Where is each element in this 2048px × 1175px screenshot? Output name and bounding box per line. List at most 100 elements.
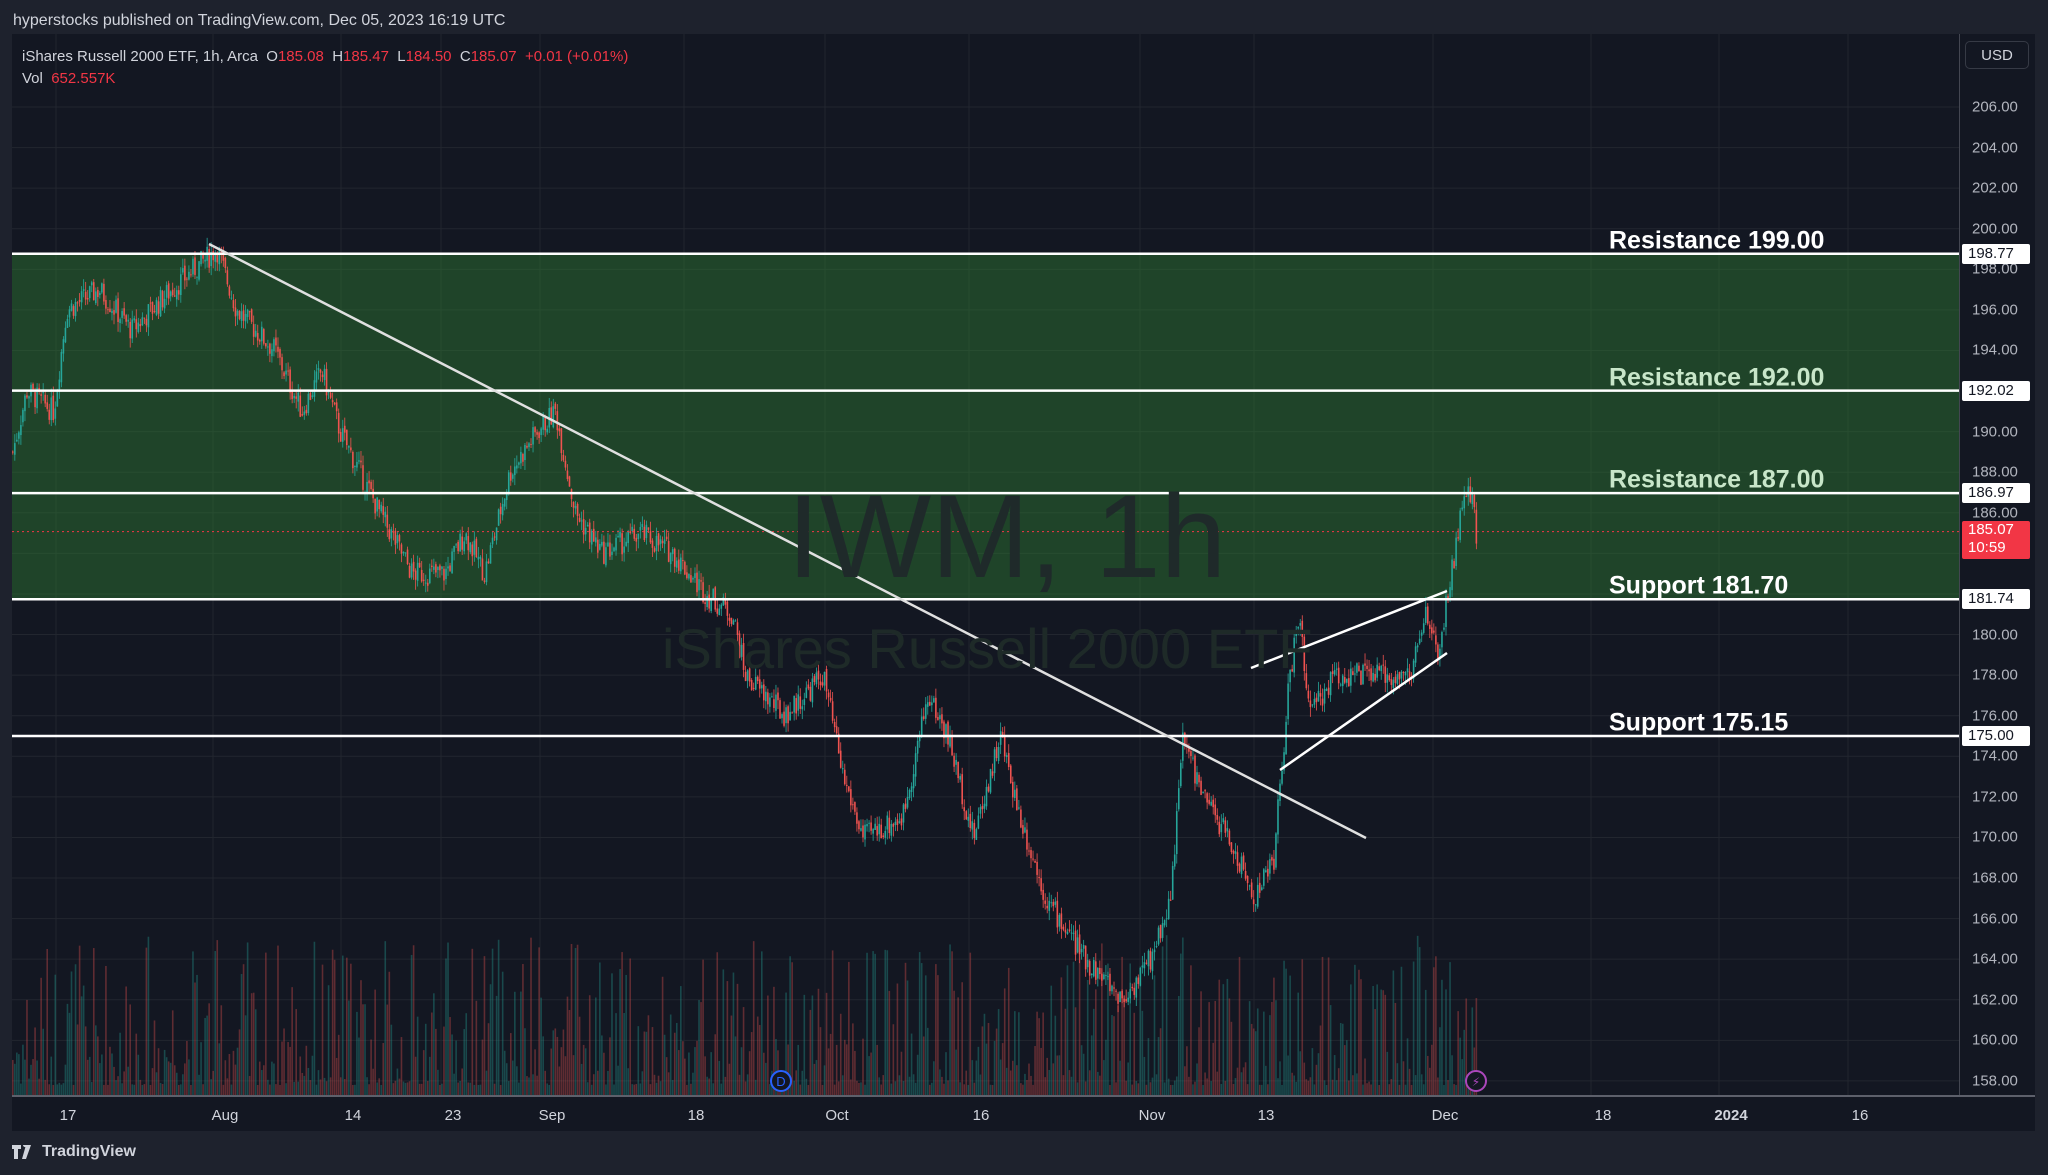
candle-body	[627, 530, 629, 544]
volume-bar	[1258, 1084, 1261, 1095]
volume-bar	[273, 1063, 275, 1095]
candle-body	[28, 396, 30, 399]
candle-body	[983, 803, 986, 809]
volume-bar	[433, 993, 435, 1095]
volume-bar	[208, 1003, 210, 1095]
candle-body	[811, 678, 814, 703]
candle-body	[497, 509, 500, 526]
volume-bar	[1026, 1079, 1028, 1095]
tradingview-logo[interactable]: TradingView	[12, 1143, 136, 1161]
volume-bar	[479, 1084, 482, 1095]
volume-bar	[101, 1054, 103, 1095]
candle-body	[655, 535, 658, 551]
candle-body	[279, 349, 281, 358]
candle-body	[356, 461, 358, 468]
volume-bar	[1094, 989, 1097, 1095]
symbol-title[interactable]: iShares Russell 2000 ETF, 1h, Arca	[22, 48, 258, 65]
volume-bar	[752, 941, 755, 1095]
volume-bar	[301, 1072, 304, 1095]
candle-body	[939, 715, 941, 720]
candle-body	[752, 687, 755, 689]
candle-body	[1184, 732, 1186, 746]
candle-body	[659, 539, 662, 544]
volume-bar	[321, 964, 324, 1095]
volume-bar	[688, 1052, 690, 1095]
candle-body	[1366, 665, 1368, 669]
volume-value: 652.557K	[51, 70, 116, 87]
candle-body	[192, 258, 194, 275]
earnings-icon	[1465, 1070, 1487, 1092]
volume-bar	[696, 1040, 698, 1095]
candle-body	[115, 299, 117, 313]
candle-body	[155, 299, 158, 315]
candle-body	[989, 769, 992, 793]
candle-body	[730, 617, 733, 624]
candle-body	[846, 784, 848, 786]
candle-body	[720, 604, 723, 609]
time-axis[interactable]: 17 Aug 14 23 Sep 18 Oct 16 Nov 13 Dec 18…	[12, 1095, 2035, 1131]
candle-body	[131, 319, 134, 339]
candle-body	[119, 319, 121, 324]
candle-body	[1200, 780, 1202, 795]
candle-body	[1119, 991, 1121, 1003]
volume-bar	[1447, 1080, 1449, 1095]
volume-bar	[265, 952, 267, 1095]
candle-body	[1420, 632, 1423, 636]
candle-body	[331, 400, 334, 403]
candle-body	[109, 308, 111, 313]
volume-bar	[1005, 1067, 1008, 1095]
volume-bar	[959, 1082, 961, 1095]
candle-body	[1082, 944, 1085, 949]
volume-bar	[291, 987, 293, 1095]
candle-body	[748, 668, 751, 682]
candle-body	[635, 537, 638, 542]
volume-bar	[564, 1056, 567, 1095]
candle-body	[190, 274, 192, 276]
volume-bar	[1323, 1080, 1326, 1095]
price-tick: 194.00	[1972, 341, 2018, 359]
candle-body	[566, 470, 569, 479]
candle-body	[1341, 675, 1344, 687]
volume-bar	[1194, 1081, 1196, 1095]
candle-body	[101, 283, 103, 293]
volume-bar	[1378, 1084, 1380, 1095]
volume-bar	[655, 1082, 658, 1095]
candle-body	[1277, 799, 1279, 835]
volume-bar	[858, 1082, 860, 1095]
volume-bar	[1437, 1077, 1439, 1095]
volume-bar	[1131, 1084, 1134, 1095]
candle-body	[1238, 863, 1241, 872]
volume-bar	[1127, 1062, 1129, 1095]
candle-body	[708, 594, 710, 609]
candle-body	[621, 533, 623, 555]
volume-bar	[76, 1024, 79, 1095]
candle-body	[599, 543, 601, 550]
volume-bar	[94, 1025, 97, 1095]
candle-body	[937, 717, 939, 720]
candle-body	[1090, 973, 1093, 976]
volume-bar	[263, 1065, 265, 1095]
volume-bar	[929, 1084, 931, 1095]
volume-bar	[1364, 1058, 1366, 1095]
candle-body	[977, 815, 980, 829]
candle-body	[1285, 721, 1287, 755]
candle-body	[70, 303, 73, 311]
volume-bar	[1169, 1084, 1172, 1095]
volume-bar	[1054, 1015, 1057, 1095]
volume-bar	[103, 1084, 105, 1095]
candle-body	[724, 600, 727, 605]
volume-bar	[34, 1027, 36, 1095]
candle-body	[552, 406, 555, 428]
candle-body	[1289, 669, 1291, 683]
chart-pane[interactable]: iShares Russell 2000 ETF, 1h, Arca O185.…	[12, 34, 1959, 1095]
currency-button[interactable]: USD	[1965, 41, 2029, 69]
price-axis[interactable]: USD 206.00 204.00 202.00 200.00 198.00 196.00…	[1959, 34, 2035, 1095]
volume-bar	[44, 1079, 46, 1095]
volume-bar	[965, 1070, 968, 1095]
volume-bar	[1354, 964, 1356, 1095]
candle-body	[597, 539, 599, 553]
last-price-tag: 185.07 10:59	[1962, 520, 2030, 559]
price-tick: 168.00	[1972, 869, 2018, 887]
candle-body	[1204, 790, 1206, 792]
candle-body	[696, 572, 698, 593]
